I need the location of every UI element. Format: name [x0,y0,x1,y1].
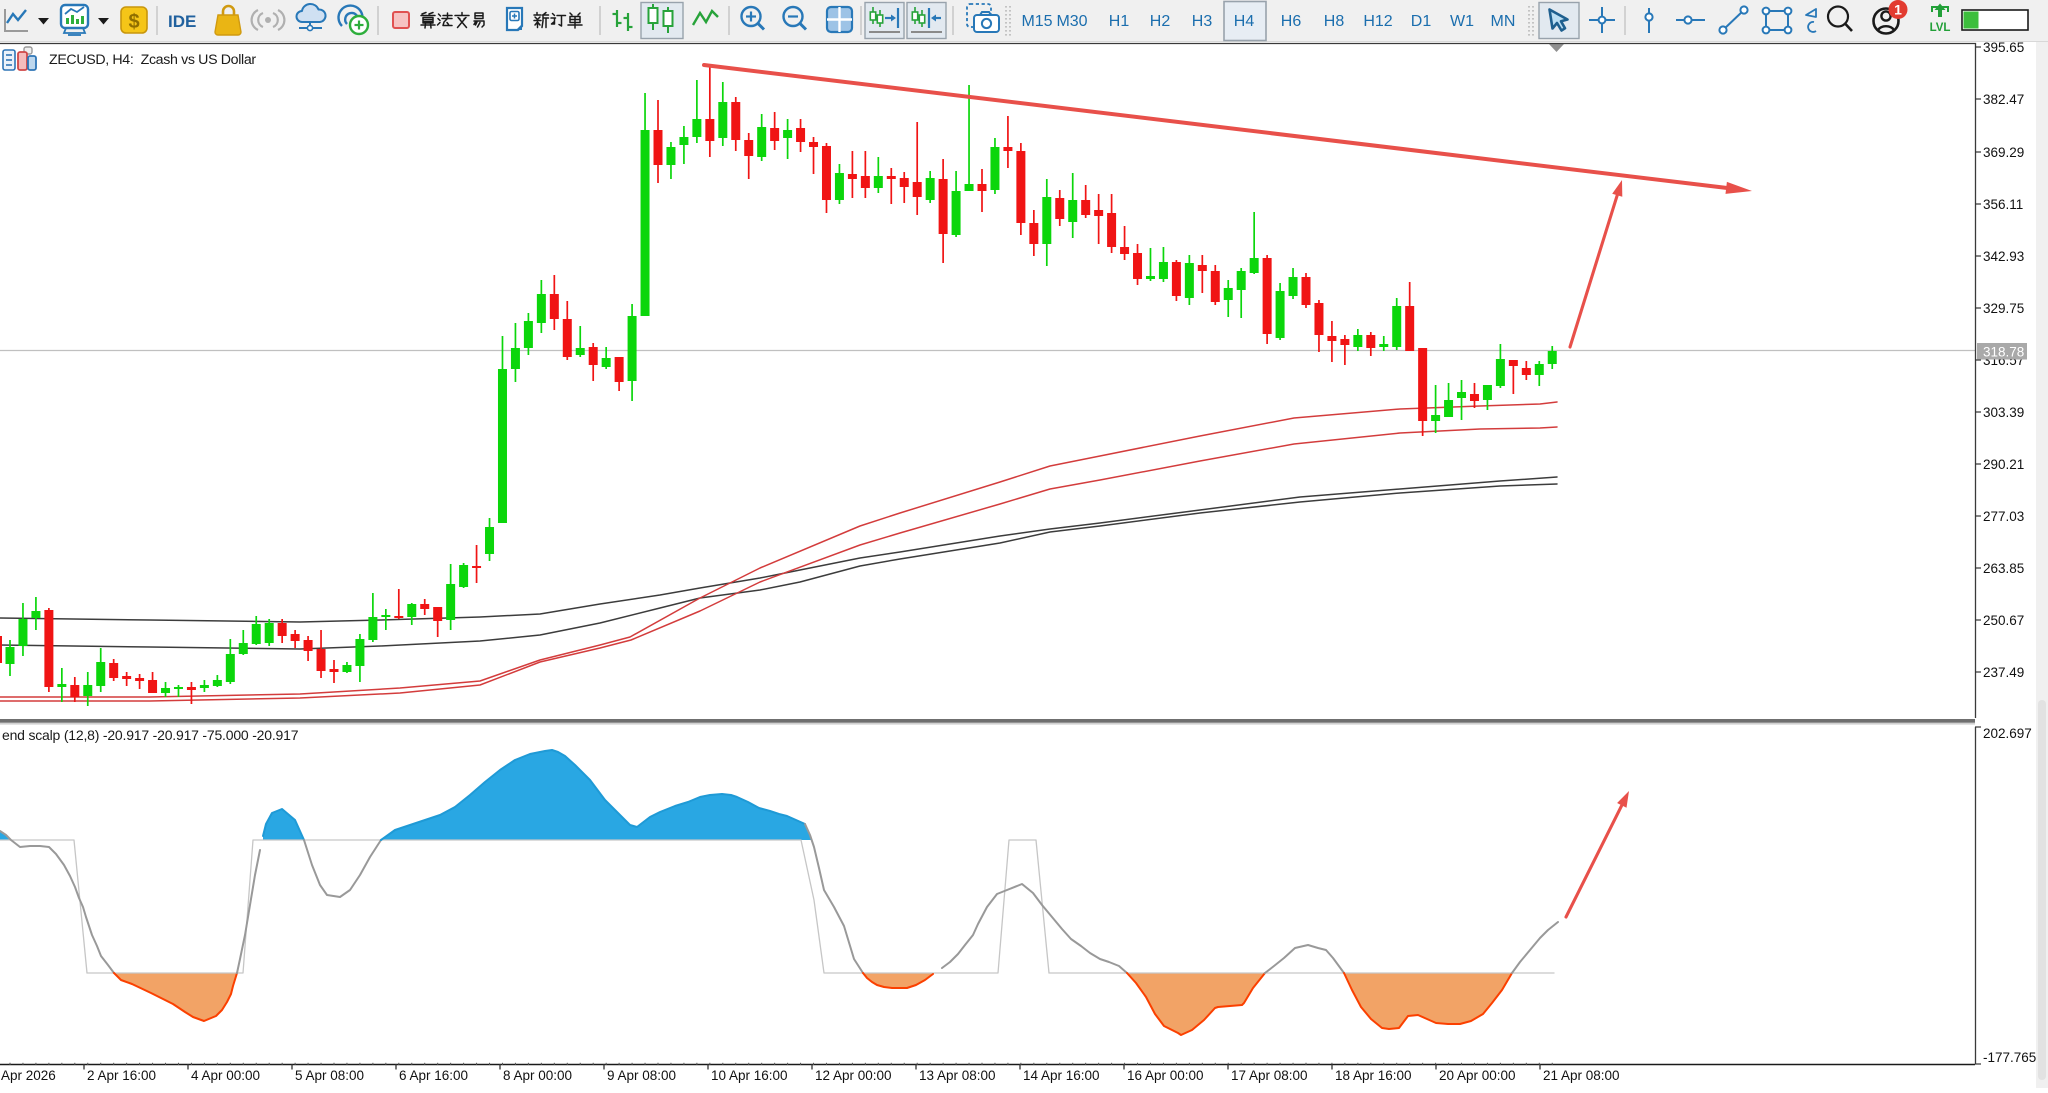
svg-text:LVL: LVL [1930,22,1951,34]
svg-text:250.67: 250.67 [1983,613,2024,628]
svg-text:290.21: 290.21 [1983,457,2024,472]
svg-text:382.47: 382.47 [1983,92,2024,107]
svg-text:342.93: 342.93 [1983,249,2024,264]
svg-text:IDE: IDE [168,12,196,31]
svg-text:237.49: 237.49 [1983,665,2024,680]
svg-text:202.697: 202.697 [1983,726,2032,741]
svg-text:12 Apr 00:00: 12 Apr 00:00 [815,1068,892,1083]
svg-text:8 Apr 00:00: 8 Apr 00:00 [503,1068,572,1083]
svg-text:W1: W1 [1450,13,1474,30]
svg-text:14 Apr 16:00: 14 Apr 16:00 [1023,1068,1100,1083]
svg-text:ZECUSD, H4: Zcash vs US Dolla: ZECUSD, H4: Zcash vs US Dollar [49,52,256,68]
svg-text:H1: H1 [1109,13,1130,30]
svg-text:H3: H3 [1192,13,1213,30]
svg-text:2 Apr 16:00: 2 Apr 16:00 [87,1068,156,1083]
svg-text:M30: M30 [1056,13,1087,30]
svg-text:-177.765: -177.765 [1983,1050,2036,1065]
svg-text:318.78: 318.78 [1983,345,2024,360]
svg-text:329.75: 329.75 [1983,301,2024,316]
svg-text:1: 1 [1894,2,1902,18]
svg-text:4 Apr 00:00: 4 Apr 00:00 [191,1068,260,1083]
svg-text:16 Apr 00:00: 16 Apr 00:00 [1127,1068,1204,1083]
svg-text:17 Apr 08:00: 17 Apr 08:00 [1231,1068,1308,1083]
svg-text:MN: MN [1491,13,1516,30]
svg-text:21 Apr 08:00: 21 Apr 08:00 [1543,1068,1620,1083]
svg-text:H4: H4 [1234,13,1255,30]
svg-text:D1: D1 [1411,13,1432,30]
svg-text:9 Apr 08:00: 9 Apr 08:00 [607,1068,676,1083]
svg-text:H6: H6 [1281,13,1302,30]
svg-text:end scalp (12,8) -20.917 -20.9: end scalp (12,8) -20.917 -20.917 -75.000… [2,727,299,743]
svg-text:Apr 2026: Apr 2026 [1,1068,56,1083]
svg-text:H12: H12 [1363,13,1392,30]
svg-text:10 Apr 16:00: 10 Apr 16:00 [711,1068,788,1083]
svg-text:20 Apr 00:00: 20 Apr 00:00 [1439,1068,1516,1083]
svg-text:18 Apr 16:00: 18 Apr 16:00 [1335,1068,1412,1083]
svg-text:395.65: 395.65 [1983,40,2024,55]
svg-text:5 Apr 08:00: 5 Apr 08:00 [295,1068,364,1083]
svg-text:H2: H2 [1150,13,1171,30]
svg-text:303.39: 303.39 [1983,405,2024,420]
svg-text:277.03: 277.03 [1983,509,2024,524]
svg-text:369.29: 369.29 [1983,145,2024,160]
svg-text:13 Apr 08:00: 13 Apr 08:00 [919,1068,996,1083]
svg-text:H8: H8 [1324,13,1345,30]
svg-text:356.11: 356.11 [1983,197,2023,212]
svg-text:M15: M15 [1021,13,1052,30]
svg-text:6 Apr 16:00: 6 Apr 16:00 [399,1068,468,1083]
svg-text:$: $ [128,11,139,33]
svg-text:263.85: 263.85 [1983,561,2024,576]
